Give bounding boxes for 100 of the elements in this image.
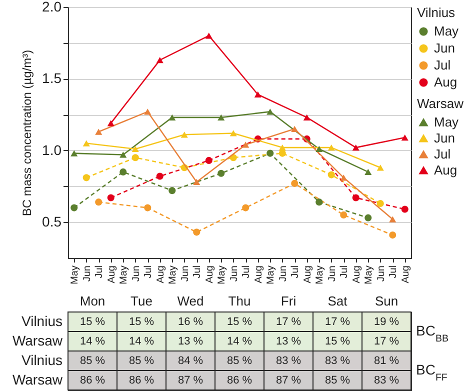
x-tick-label: Jul (192, 266, 204, 278)
point (132, 146, 139, 152)
x-tick-label: Jun (130, 266, 142, 282)
point (82, 140, 90, 146)
point (316, 198, 323, 206)
x-tick-label: Aug (155, 266, 166, 284)
x-tick-label: Aug (302, 266, 314, 284)
text: Vilnius (417, 5, 456, 20)
point (180, 132, 188, 138)
x-tick-label: Fri (280, 294, 296, 308)
x-tick-label: Jul (143, 266, 154, 278)
point (156, 57, 164, 64)
data-label: 84 % (178, 354, 204, 367)
point (70, 150, 78, 156)
x-tick-label: Jul (388, 266, 400, 278)
data-label: 85 % (324, 374, 350, 386)
x-tick-label: May (70, 266, 81, 284)
point (364, 168, 372, 176)
y-tick-label: Warsaw (12, 371, 64, 388)
point (120, 152, 127, 158)
point (352, 194, 360, 202)
x-tick-label: Aug (204, 266, 216, 284)
point (389, 232, 396, 239)
data-label: 86 % (80, 374, 106, 386)
y-tick-label: 0.5 (42, 214, 62, 230)
y-tick-label: 1.0 (42, 142, 62, 158)
point (218, 114, 225, 120)
data-label: 13 % (276, 335, 302, 348)
y2-tick-label: BC$_{BB}$ (416, 322, 449, 344)
x-tick-label: Jul (290, 266, 302, 278)
point (205, 156, 212, 164)
data-label: 83 % (374, 374, 400, 386)
data-label: 15 % (128, 316, 154, 328)
y-tick-label: 2.0 (42, 0, 62, 14)
x-tick-label: Tue (130, 294, 152, 308)
x-tick-label: Jul (94, 266, 106, 278)
point (132, 154, 139, 162)
y-tick-label: Vilnius (22, 352, 62, 368)
point (278, 150, 286, 157)
point (193, 228, 200, 236)
point (291, 180, 298, 187)
x-tick-label: May (266, 266, 277, 284)
point (316, 146, 323, 152)
x-tick-label: Thu (228, 294, 251, 308)
y2-tick-label: BC$_{FF}$ (416, 362, 448, 383)
x-tick-label: Mon (80, 294, 106, 308)
legend-label: Aug (434, 162, 458, 178)
y-tick-label: Warsaw (12, 332, 64, 348)
text: Warsaw (417, 96, 464, 111)
point (242, 204, 250, 212)
point (205, 32, 212, 39)
point (401, 134, 408, 141)
y-axis-title: BC mass concentration (µg/m³) (20, 50, 34, 216)
point (303, 114, 310, 120)
data-label: 15 % (226, 316, 252, 328)
point (156, 172, 164, 180)
x-tick-label: Sun (374, 294, 398, 308)
point (168, 187, 176, 194)
point (278, 144, 286, 151)
data-label: 83 % (276, 354, 302, 367)
legend-label: Jun (434, 130, 455, 146)
point (291, 126, 298, 132)
x-tick-label: Wed (177, 294, 204, 308)
point (107, 120, 114, 126)
legend-label: Jul (434, 58, 451, 72)
x-tick-label: May (364, 266, 375, 284)
data-label: 15 % (80, 316, 106, 328)
data-label: 17 % (324, 316, 350, 328)
point (340, 211, 348, 218)
data-label: 85 % (128, 354, 154, 367)
data-label: 14 % (128, 335, 154, 348)
data-label: 17 % (374, 335, 400, 348)
data-label: 83 % (324, 354, 350, 367)
point (389, 216, 396, 222)
x-tick-label: Sat (328, 294, 348, 308)
legend-label: May (434, 114, 460, 130)
x-tick-label: May (118, 266, 130, 284)
x-tick-label: May (216, 266, 228, 284)
y-tick-label: 1.5 (42, 70, 62, 86)
point (230, 130, 237, 136)
legend-label: May (434, 24, 460, 38)
x-tick-label: Jun (228, 266, 240, 282)
point (218, 170, 225, 177)
x-tick-label: Aug (106, 266, 118, 284)
point (107, 194, 114, 202)
point (70, 204, 78, 212)
point (364, 214, 372, 222)
x-tick-label: Aug (351, 266, 362, 284)
point (95, 198, 102, 206)
x-tick-label: Jun (82, 266, 93, 282)
data-label: 19 % (374, 316, 400, 328)
x-tick-label: Jun (376, 266, 387, 282)
data-label: 86 % (226, 374, 252, 386)
data-label: 87 % (178, 374, 204, 386)
point (193, 178, 200, 186)
x-tick-label: May (314, 266, 326, 284)
point (120, 168, 127, 176)
legend-label: Aug (434, 74, 458, 90)
data-label: 85 % (226, 354, 252, 367)
point (401, 206, 408, 213)
